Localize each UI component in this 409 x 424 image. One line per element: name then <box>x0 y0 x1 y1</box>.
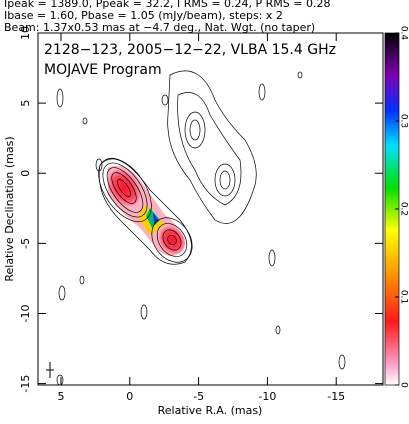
colorbar-tick-label: 0.1 <box>399 290 409 304</box>
y-tick-label: -10 <box>19 304 32 322</box>
header-line: Beam: 1.37x0.53 mas at −4.7 deg., Nat. W… <box>4 21 315 34</box>
plot-frame <box>37 32 384 386</box>
beam <box>46 362 54 378</box>
map-subtitle: MOJAVE Program <box>44 62 162 78</box>
map-title: 2128−123, 2005−12−22, VLBA 15.4 GHz <box>44 42 336 58</box>
y-tick-label: 0 <box>19 170 32 177</box>
y-axis-label: Relative Declination (mas) <box>3 136 16 281</box>
x-tick-label: -15 <box>327 390 345 403</box>
y-tick-label: -15 <box>19 375 32 393</box>
y-tick-label: 10 <box>19 26 32 40</box>
header-line: Ibase = 1.60, Pbase = 1.05 (mJy/beam), s… <box>4 9 283 22</box>
x-tick-label: -10 <box>258 390 276 403</box>
colorbar-tick-label: 0.2 <box>399 202 409 216</box>
x-tick-label: 0 <box>126 390 133 403</box>
colorbar-tick-label: 0 <box>399 382 409 388</box>
header-line: Ipeak = 1389.0, Ppeak = 32.2, I RMS = 0.… <box>4 0 331 10</box>
contours <box>56 70 346 385</box>
colorbar-tick-label: 0.4 <box>399 26 409 41</box>
y-tick-label: -5 <box>19 238 32 249</box>
x-tick-label: 5 <box>57 390 64 403</box>
contour-map <box>56 70 346 385</box>
x-axis-label: Relative R.A. (mas) <box>158 404 263 417</box>
colorbar-tick-label: 0.3 <box>399 114 409 128</box>
y-tick-label: 5 <box>19 100 32 107</box>
x-tick-label: -5 <box>193 390 204 403</box>
